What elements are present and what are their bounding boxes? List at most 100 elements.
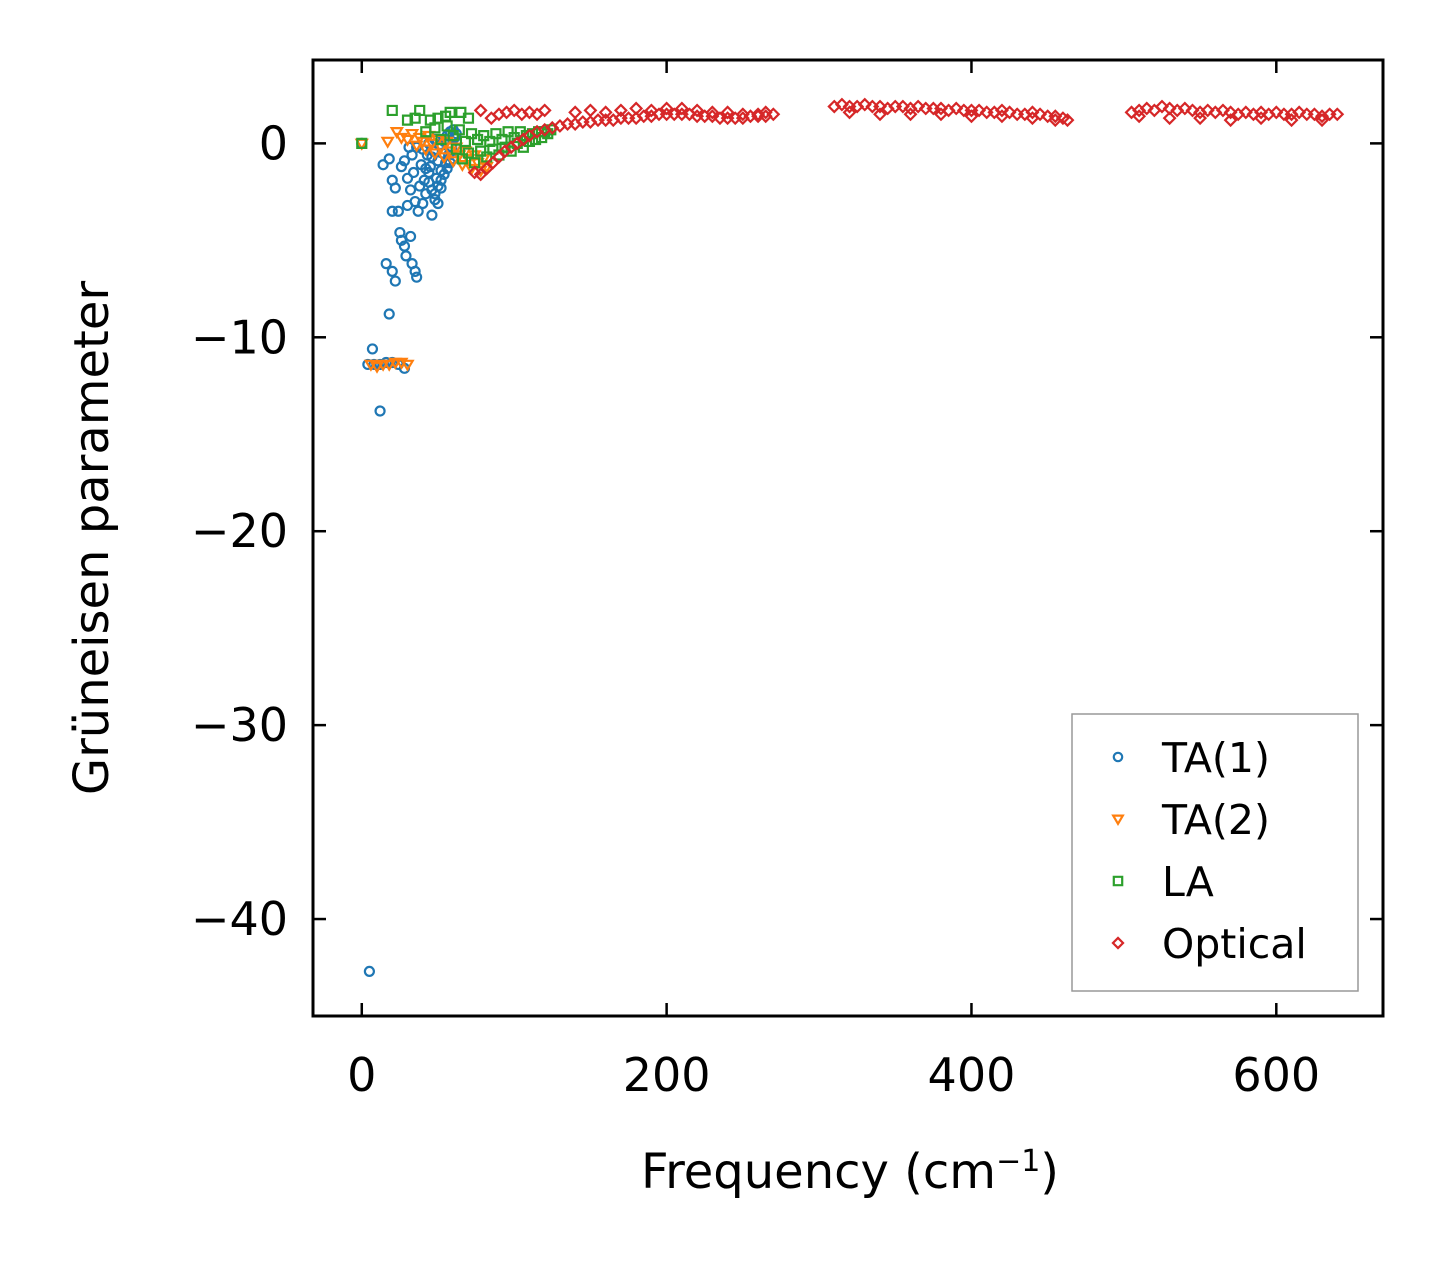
y-tick-label: 0 (259, 116, 288, 170)
point-ta-1 (406, 149, 418, 161)
point-la (545, 124, 557, 136)
point-ta-1 (374, 405, 386, 417)
point-optical (1002, 105, 1017, 120)
point-ta-2 (400, 359, 415, 372)
point-la (478, 130, 490, 142)
point-ta-1 (441, 162, 453, 175)
point-optical (834, 97, 849, 112)
point-la (465, 128, 478, 140)
point-optical (583, 103, 598, 118)
point-ta-2 (400, 134, 415, 147)
point-la (462, 112, 475, 124)
point-optical (621, 111, 636, 126)
point-ta-2 (446, 156, 461, 169)
point-ta-2 (455, 159, 470, 173)
point-optical (972, 103, 987, 118)
point-optical (705, 105, 720, 120)
point-ta-1 (417, 197, 429, 210)
point-optical (1177, 101, 1192, 116)
point-ta-1 (386, 205, 398, 217)
point-optical (903, 107, 918, 122)
point-ta-2 (415, 136, 430, 149)
legend: TA(1) TA(2) LA Optical (1071, 713, 1359, 992)
point-ta-2 (452, 150, 467, 163)
point-optical (1284, 113, 1299, 128)
data-marks (354, 97, 1345, 977)
point-optical (934, 101, 948, 116)
point-optical (644, 103, 659, 118)
x-tick-label: 0 (347, 1048, 376, 1102)
point-optical (629, 101, 644, 116)
point-optical (735, 107, 750, 122)
point-optical (1048, 113, 1063, 128)
point-ta-1 (409, 265, 421, 277)
point-ta-2 (409, 140, 424, 153)
y-tick-label: −30 (191, 698, 288, 752)
point-la (386, 104, 398, 117)
point-optical (1307, 107, 1322, 122)
point-optical (1025, 105, 1040, 120)
point-la (468, 157, 481, 169)
legend-marker-ta-1 (1112, 751, 1124, 763)
point-optical (949, 101, 964, 116)
point-ta-1 (400, 250, 412, 262)
point-ta-1 (404, 184, 417, 196)
point-ta-1 (438, 168, 450, 181)
point-la (420, 126, 432, 138)
point-ta-1 (392, 205, 404, 217)
point-ta-1 (429, 188, 441, 200)
point-optical (613, 103, 628, 118)
point-ta-2 (418, 144, 433, 157)
point-ta-2 (389, 127, 404, 140)
point-la (490, 128, 502, 140)
series-ta-2 (354, 127, 494, 374)
point-ta-1 (398, 155, 411, 167)
point-optical (994, 103, 1009, 118)
point-optical (911, 99, 926, 114)
series-optical (467, 97, 1345, 182)
point-ta-1 (395, 161, 408, 173)
point-ta-1 (404, 230, 417, 243)
legend-marker-optical (1111, 936, 1125, 950)
point-optical (1048, 109, 1063, 124)
point-la (453, 124, 465, 136)
point-la (502, 126, 514, 138)
point-optical (1185, 103, 1200, 118)
point-optical (994, 109, 1009, 124)
point-optical (1223, 105, 1238, 120)
point-optical (934, 107, 948, 122)
point-ta-1 (401, 172, 414, 184)
point-ta-1 (435, 182, 447, 194)
point-optical (842, 105, 857, 120)
point-optical (1139, 101, 1154, 116)
point-optical (1162, 111, 1177, 126)
legend-marker-ta-2 (1111, 814, 1125, 826)
point-ta-1 (395, 234, 408, 246)
legend-marker-la (1112, 875, 1124, 887)
point-optical (1155, 99, 1169, 114)
point-ta-1 (412, 205, 424, 217)
point-optical (1200, 103, 1215, 118)
point-optical (1132, 109, 1147, 124)
point-la (429, 122, 441, 134)
legend-label-ta-1: TA(1) (1161, 734, 1270, 782)
point-ta-2 (464, 163, 479, 176)
legend-label-optical: Optical (1162, 920, 1307, 968)
y-tick-label: −40 (191, 892, 288, 946)
point-optical (1193, 111, 1208, 126)
point-optical (659, 101, 674, 116)
point-optical (1315, 113, 1329, 128)
point-ta-2 (369, 361, 385, 374)
point-ta-1 (435, 174, 447, 186)
x-tick-label: 600 (1232, 1048, 1320, 1102)
point-optical (598, 105, 613, 120)
y-tick-label: −10 (191, 310, 288, 364)
point-optical (758, 105, 773, 120)
legend-label-ta-2: TA(2) (1161, 796, 1270, 844)
point-optical (1216, 103, 1230, 118)
point-optical (895, 99, 910, 114)
point-optical (507, 103, 522, 118)
point-ta-2 (382, 359, 397, 372)
point-optical (1254, 111, 1269, 126)
